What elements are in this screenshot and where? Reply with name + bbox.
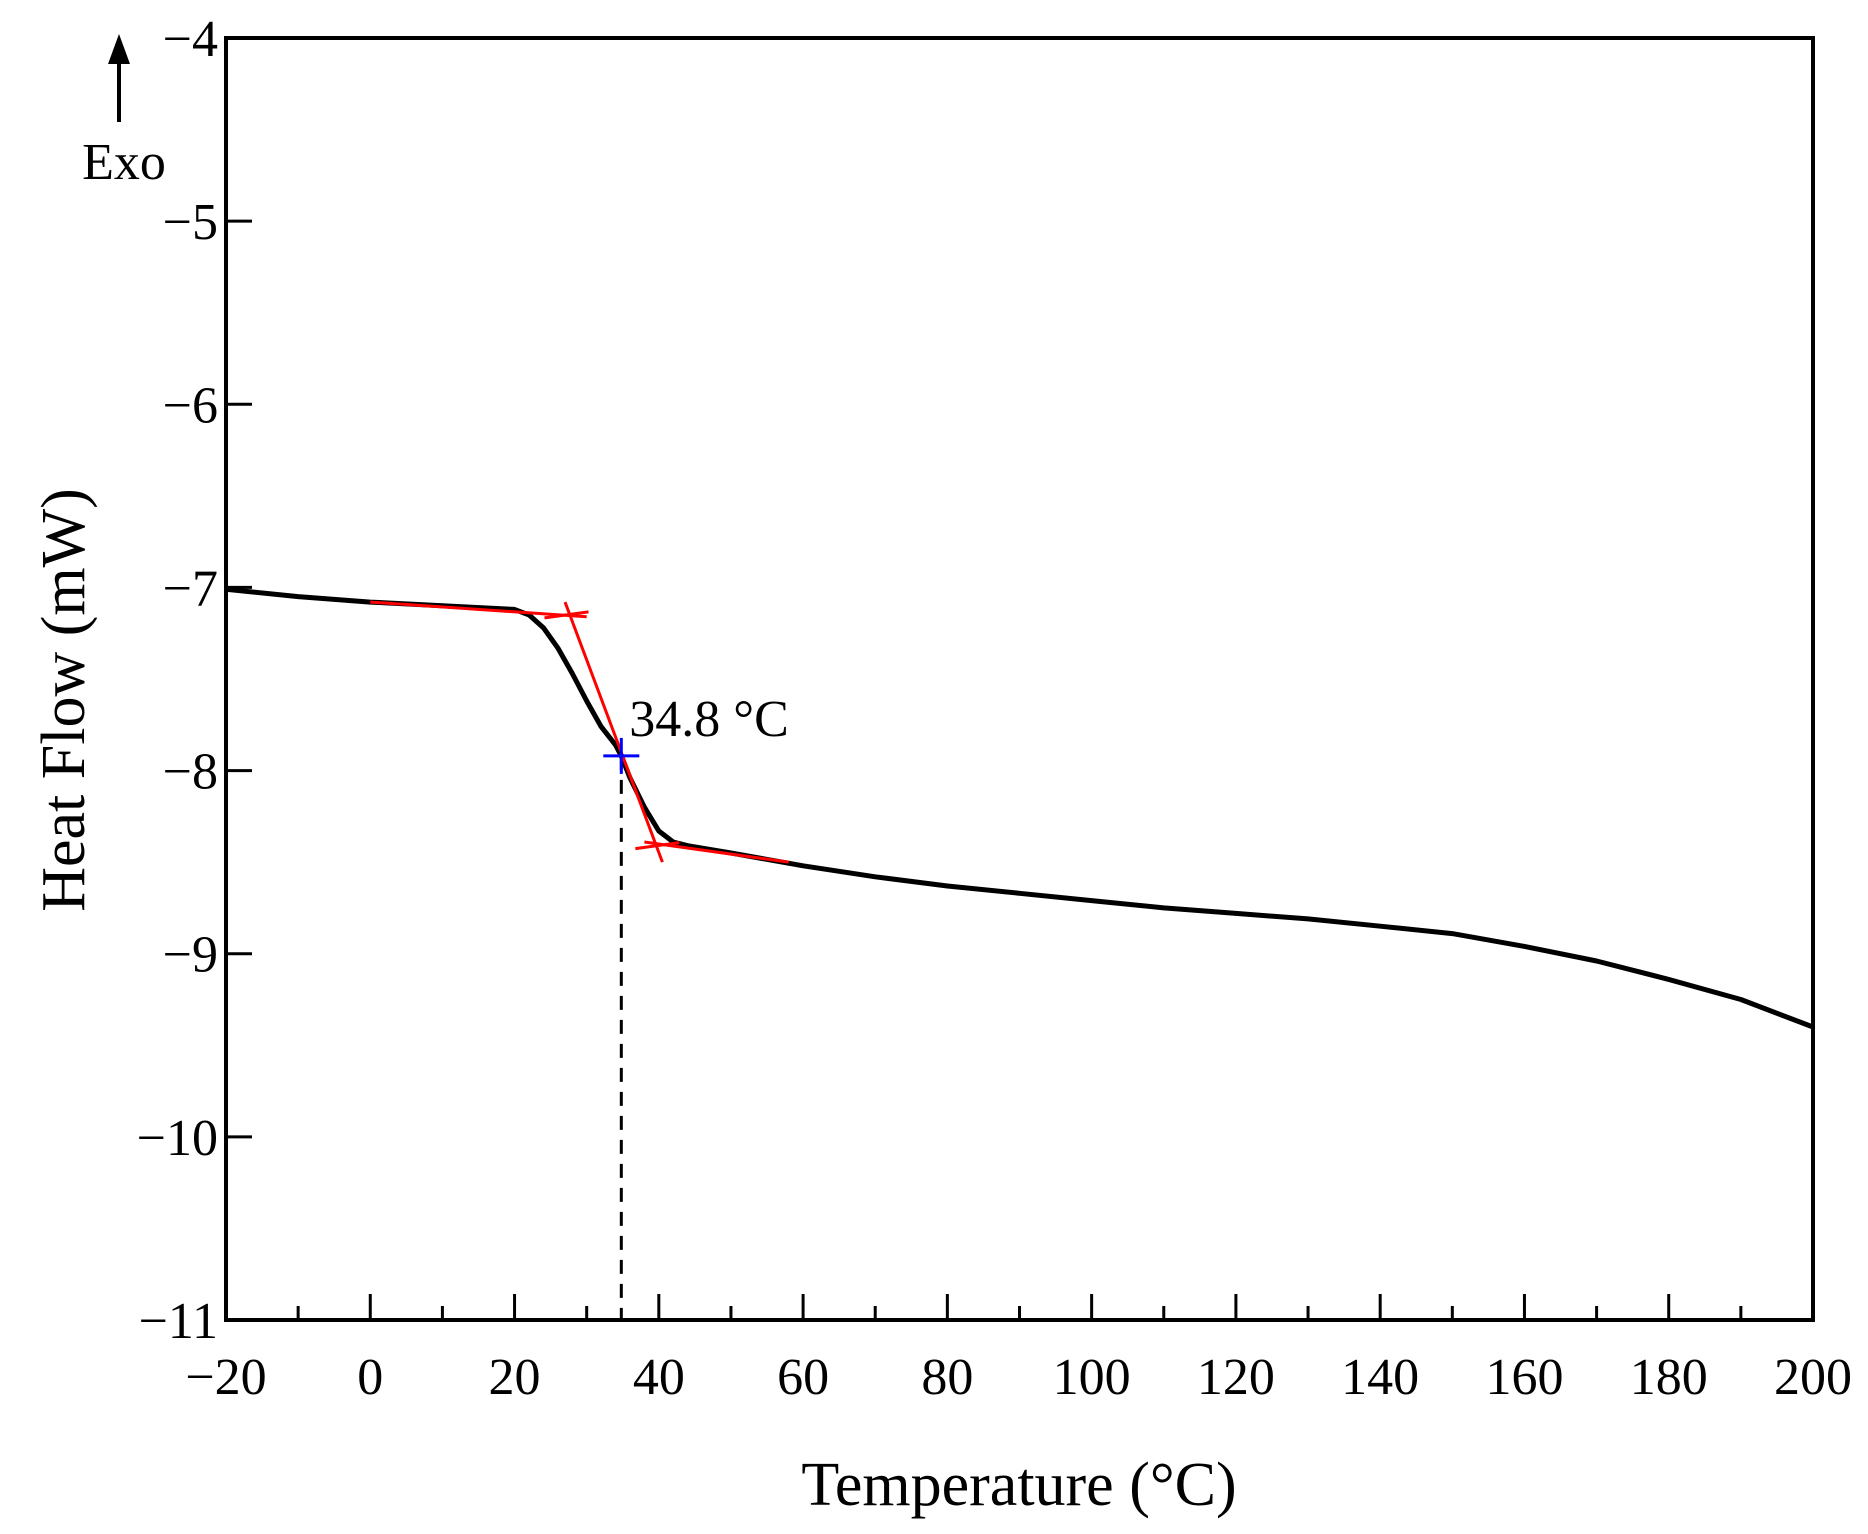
- y-tick-label: −5: [163, 194, 218, 251]
- x-tick-label: 160: [1485, 1349, 1563, 1406]
- tangent-line-2: [563, 601, 664, 863]
- tangent-line-1: [370, 600, 587, 619]
- y-tick-label: −9: [163, 927, 218, 984]
- x-tick-label: 0: [357, 1349, 383, 1406]
- x-tick-label: 40: [633, 1349, 685, 1406]
- x-tick-label: 140: [1341, 1349, 1419, 1406]
- y-tick-label: −7: [163, 560, 218, 617]
- tick-labels-layer: −20 0 20 40 60 80 100 120 140 160 180 200 −11 −10 −9 −8…: [137, 11, 1852, 1406]
- y-axis-title: Heat Flow (mW): [30, 488, 98, 912]
- tangent-mark-1-h: [544, 610, 589, 620]
- x-tick-label: 180: [1630, 1349, 1708, 1406]
- curves-layer: [225, 586, 1814, 1320]
- x-tick-label: −20: [185, 1349, 266, 1406]
- inflection-temperature-label: 34.8 °C: [629, 691, 788, 748]
- exo-arrow-icon: [108, 34, 130, 64]
- y-tick-label: −8: [163, 744, 218, 801]
- exo-label: Exo: [82, 134, 166, 191]
- y-tick-label: −4: [163, 11, 218, 68]
- x-tick-label: 100: [1053, 1349, 1131, 1406]
- ticks-layer: [224, 36, 1815, 1322]
- x-tick-label: 200: [1774, 1349, 1852, 1406]
- y-tick-label: −11: [139, 1293, 218, 1350]
- x-tick-label: 80: [921, 1349, 973, 1406]
- heat-flow-series-line: [225, 586, 1814, 1030]
- plot-frame: [224, 36, 1815, 1322]
- tangent-mark-2-h: [635, 841, 680, 851]
- x-axis-title: Temperature (°C): [801, 1451, 1236, 1519]
- x-tick-label: 60: [777, 1349, 829, 1406]
- y-tick-label: −10: [137, 1110, 218, 1167]
- x-tick-label: 20: [489, 1349, 541, 1406]
- exo-indicator: Exo: [82, 34, 166, 191]
- y-tick-label: −6: [163, 377, 218, 434]
- x-tick-label: 120: [1197, 1349, 1275, 1406]
